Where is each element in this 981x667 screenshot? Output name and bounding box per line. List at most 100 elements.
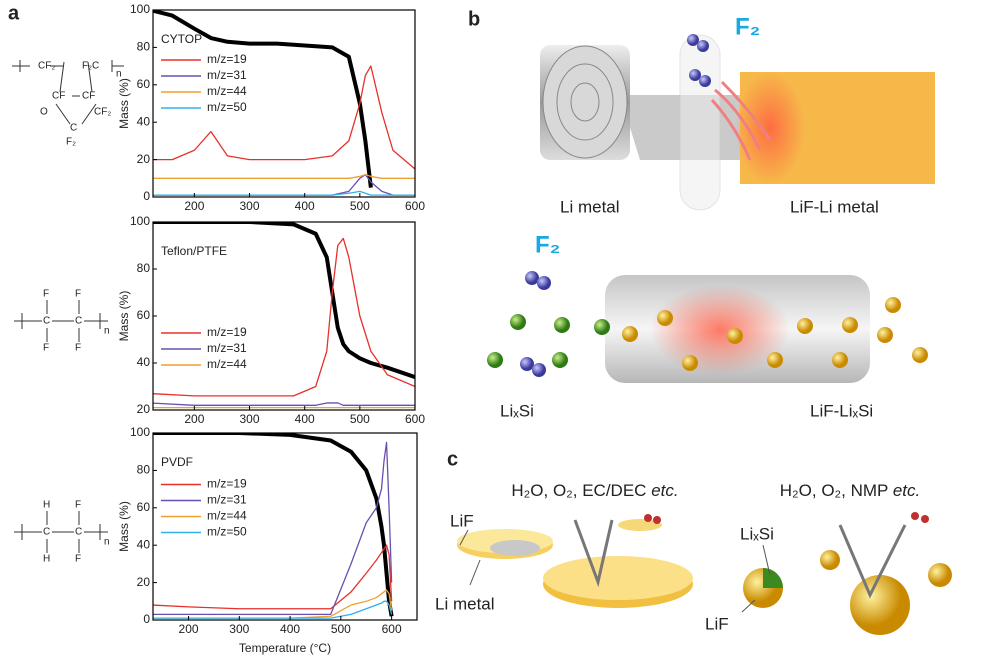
x-tick-label: 500 xyxy=(331,622,351,636)
gas-label: F₂ xyxy=(735,13,760,40)
legend-label: m/z=31 xyxy=(207,68,247,82)
data-line xyxy=(153,173,415,179)
x-tick-label: 500 xyxy=(350,199,370,213)
label: H₂O, O₂, NMP xyxy=(780,481,888,500)
y-axis-label: Mass (%) xyxy=(117,291,131,342)
atom: n xyxy=(104,537,110,548)
chart-title: CYTOP xyxy=(161,32,202,46)
legend-label: m/z=50 xyxy=(207,525,247,539)
y-tick-label: 80 xyxy=(137,40,151,54)
x-tick-label: 200 xyxy=(184,199,204,213)
atom: CF xyxy=(52,91,65,102)
y-tick-label: 20 xyxy=(137,575,151,589)
panel-label: b xyxy=(468,8,480,30)
chart-title: PVDF xyxy=(161,455,193,469)
label: LiF xyxy=(450,511,474,530)
data-line xyxy=(153,544,393,610)
illustration-b-bottom: F₂ LiₓSi LiF-LiₓSi xyxy=(487,231,928,420)
plot-frame xyxy=(152,9,416,198)
atom: CF xyxy=(82,91,95,102)
atom: n xyxy=(104,326,110,337)
label: Li metal xyxy=(435,594,495,613)
y-tick-label: 60 xyxy=(137,500,151,514)
y-tick-label: 80 xyxy=(137,463,151,477)
atom: H xyxy=(43,554,50,565)
y-axis-label: Mass (%) xyxy=(117,501,131,552)
atom: C xyxy=(70,123,77,134)
y-tick-label: 60 xyxy=(137,308,151,322)
structure-pvdf: H F C C H F n xyxy=(14,500,110,565)
x-tick-label: 300 xyxy=(240,412,260,426)
atom: F xyxy=(43,289,49,300)
label: etc. xyxy=(893,481,920,500)
atom: O xyxy=(40,107,48,118)
atom: F₂ xyxy=(66,137,76,148)
label: LiF-Li metal xyxy=(790,197,879,216)
data-line xyxy=(153,190,415,196)
label: Li metal xyxy=(560,197,620,216)
panel-label: a xyxy=(8,2,20,24)
label: LiₓSi xyxy=(500,401,534,420)
atom: C xyxy=(75,316,82,327)
x-tick-label: 600 xyxy=(382,622,402,636)
label: LiF-LiₓSi xyxy=(810,401,873,420)
y-axis-label: Mass (%) xyxy=(117,78,131,129)
label: H₂O, O₂, EC/DEC xyxy=(511,481,646,500)
gas-label: F₂ xyxy=(535,231,560,258)
legend-label: m/z=19 xyxy=(207,477,247,491)
x-tick-label: 300 xyxy=(240,199,260,213)
x-tick-label: 500 xyxy=(350,412,370,426)
legend-label: m/z=50 xyxy=(207,100,247,114)
chart-title: Teflon/PTFE xyxy=(161,244,227,258)
atom: F xyxy=(43,343,49,354)
legend-label: m/z=44 xyxy=(207,509,247,523)
y-tick-label: 40 xyxy=(137,114,151,128)
atom: n xyxy=(116,69,122,80)
atom: F xyxy=(75,343,81,354)
label: etc. xyxy=(651,481,678,500)
legend-label: m/z=19 xyxy=(207,52,247,66)
y-tick-label: 80 xyxy=(137,261,151,275)
legend-label: m/z=44 xyxy=(207,84,247,98)
y-tick-label: 0 xyxy=(143,612,150,626)
x-tick-label: 400 xyxy=(295,412,315,426)
legend-label: m/z=31 xyxy=(207,493,247,507)
atom: C xyxy=(75,527,82,538)
atom: F xyxy=(75,554,81,565)
y-tick-label: 100 xyxy=(130,2,150,16)
data-line xyxy=(153,441,393,616)
y-tick-label: 40 xyxy=(137,537,151,551)
atom: CF₂ xyxy=(94,107,111,118)
data-line xyxy=(153,402,415,406)
legend-label: m/z=44 xyxy=(207,357,247,371)
label: H₂O, O₂, EC/DEC etc. xyxy=(511,481,678,500)
label: LiF xyxy=(705,614,729,633)
atom: C xyxy=(43,527,50,538)
atom: F₂C xyxy=(82,61,99,72)
label: LiₓSi xyxy=(740,524,774,543)
atom: H xyxy=(43,500,50,511)
structure-ptfe: F F C C F F n xyxy=(14,289,110,354)
data-line xyxy=(153,65,415,170)
y-tick-label: 40 xyxy=(137,355,151,369)
atom: CF₂ xyxy=(38,61,55,72)
y-tick-label: 60 xyxy=(137,77,151,91)
plot-frame xyxy=(152,432,418,621)
x-tick-label: 200 xyxy=(184,412,204,426)
data-line xyxy=(153,237,415,397)
structure-cytop: CF₂ F₂C n CF CF O CF₂ C F₂ xyxy=(12,60,124,148)
label: H₂O, O₂, NMP etc. xyxy=(780,481,920,500)
atom: C xyxy=(43,316,50,327)
y-tick-label: 20 xyxy=(137,152,151,166)
y-tick-label: 20 xyxy=(137,402,151,416)
y-tick-label: 100 xyxy=(130,214,150,228)
x-tick-label: 300 xyxy=(229,622,249,636)
atom: F xyxy=(75,289,81,300)
y-tick-label: 100 xyxy=(130,425,150,439)
x-axis-label: Temperature (°C) xyxy=(239,641,331,655)
illustration-b-top: F₂ Li metal LiF-Li metal xyxy=(540,13,935,216)
x-tick-label: 400 xyxy=(280,622,300,636)
x-tick-label: 600 xyxy=(405,199,425,213)
panel-label: c xyxy=(447,448,458,470)
y-tick-label: 0 xyxy=(143,189,150,203)
